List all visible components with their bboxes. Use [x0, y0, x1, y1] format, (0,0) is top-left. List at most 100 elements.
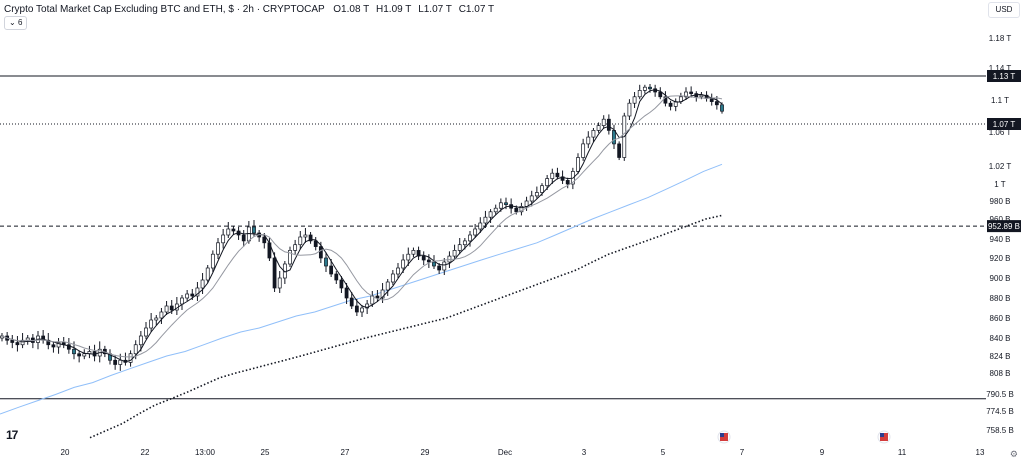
price-label-bg [987, 70, 1021, 82]
candle[interactable] [534, 186, 539, 199]
indicator-count: 6 [17, 18, 23, 27]
currency-selector[interactable]: USD [988, 2, 1020, 18]
flag-us-icon[interactable] [877, 430, 891, 444]
candle[interactable] [478, 217, 483, 233]
candle[interactable] [668, 100, 673, 111]
candle[interactable] [77, 350, 82, 363]
candle[interactable] [586, 131, 591, 149]
x-tick-label: 5 [661, 448, 666, 457]
candle[interactable] [385, 279, 390, 296]
candle[interactable] [277, 271, 282, 293]
candle[interactable] [308, 232, 313, 244]
candle[interactable] [565, 177, 570, 189]
candle[interactable] [601, 115, 606, 129]
candle-body [689, 91, 694, 94]
candle[interactable] [210, 250, 215, 272]
candle-body [200, 279, 205, 289]
candle[interactable] [720, 102, 724, 114]
y-tick-label: 1.02 T [989, 162, 1012, 171]
candle-body [313, 240, 318, 247]
candle[interactable] [545, 175, 550, 190]
candle-body [128, 353, 133, 363]
candle[interactable] [334, 271, 339, 284]
candle[interactable] [442, 258, 447, 275]
candle[interactable] [15, 336, 20, 352]
candle[interactable] [360, 305, 364, 317]
candle[interactable] [452, 244, 457, 259]
candle[interactable] [519, 202, 524, 216]
candle[interactable] [216, 238, 220, 259]
candle[interactable] [550, 168, 555, 184]
candle[interactable] [617, 141, 622, 161]
candle[interactable] [426, 254, 431, 268]
candle-body [426, 259, 431, 263]
candle[interactable] [221, 229, 226, 249]
candle[interactable] [493, 204, 498, 215]
candle[interactable] [339, 276, 344, 293]
candle[interactable] [82, 349, 87, 360]
candle[interactable] [241, 230, 246, 247]
candle[interactable] [596, 122, 601, 133]
candle[interactable] [591, 128, 596, 143]
y-tick-label: 758.5 B [986, 426, 1014, 435]
candle[interactable] [627, 99, 632, 120]
candle[interactable] [632, 92, 637, 108]
candle[interactable] [200, 273, 205, 294]
candle[interactable] [344, 283, 349, 304]
candle[interactable] [411, 247, 416, 258]
candle[interactable] [324, 252, 328, 272]
flag-us-icon[interactable] [717, 430, 731, 444]
candle-body [149, 319, 154, 329]
candle[interactable] [164, 301, 169, 315]
candle[interactable] [205, 265, 210, 283]
candle-body [72, 348, 76, 355]
candle[interactable] [154, 315, 159, 325]
candle[interactable] [581, 138, 586, 161]
candle[interactable] [637, 84, 642, 100]
candle[interactable] [128, 350, 133, 367]
candle[interactable] [483, 210, 488, 228]
candle[interactable] [375, 290, 380, 302]
candle[interactable] [401, 254, 406, 273]
candle[interactable] [576, 153, 580, 175]
candle[interactable] [159, 308, 164, 324]
candle[interactable] [144, 322, 148, 340]
gear-icon[interactable]: ⚙ [1009, 449, 1018, 459]
candle[interactable] [51, 341, 56, 353]
candle[interactable] [149, 313, 154, 332]
candle[interactable] [10, 335, 15, 349]
candle[interactable] [457, 238, 462, 255]
candle[interactable] [349, 292, 354, 309]
candle[interactable] [406, 247, 411, 266]
candle[interactable] [293, 239, 298, 255]
candle[interactable] [272, 252, 277, 292]
candle[interactable] [642, 84, 647, 94]
candle[interactable] [658, 87, 663, 100]
candle[interactable] [354, 299, 359, 316]
candle[interactable] [606, 114, 611, 135]
candle[interactable] [432, 255, 436, 269]
candle[interactable] [313, 237, 318, 251]
x-tick-label: 22 [141, 448, 150, 457]
candle[interactable] [396, 263, 400, 278]
candle[interactable] [138, 331, 143, 352]
indicators-toggle-button[interactable]: ⌄ 6 [4, 16, 28, 30]
candle[interactable] [468, 231, 472, 247]
candle[interactable] [226, 222, 231, 238]
candle[interactable] [684, 87, 688, 100]
candle[interactable] [231, 226, 236, 235]
candle[interactable] [473, 224, 478, 238]
candle[interactable] [288, 246, 292, 267]
candle[interactable] [56, 338, 61, 354]
candle[interactable] [303, 228, 308, 243]
candle[interactable] [416, 246, 421, 260]
candle-body [293, 244, 298, 251]
candle-body [380, 289, 385, 299]
candle[interactable] [185, 290, 190, 301]
candle[interactable] [298, 231, 303, 250]
candle[interactable] [390, 270, 395, 285]
candle[interactable] [555, 167, 560, 180]
candle[interactable] [421, 251, 426, 265]
